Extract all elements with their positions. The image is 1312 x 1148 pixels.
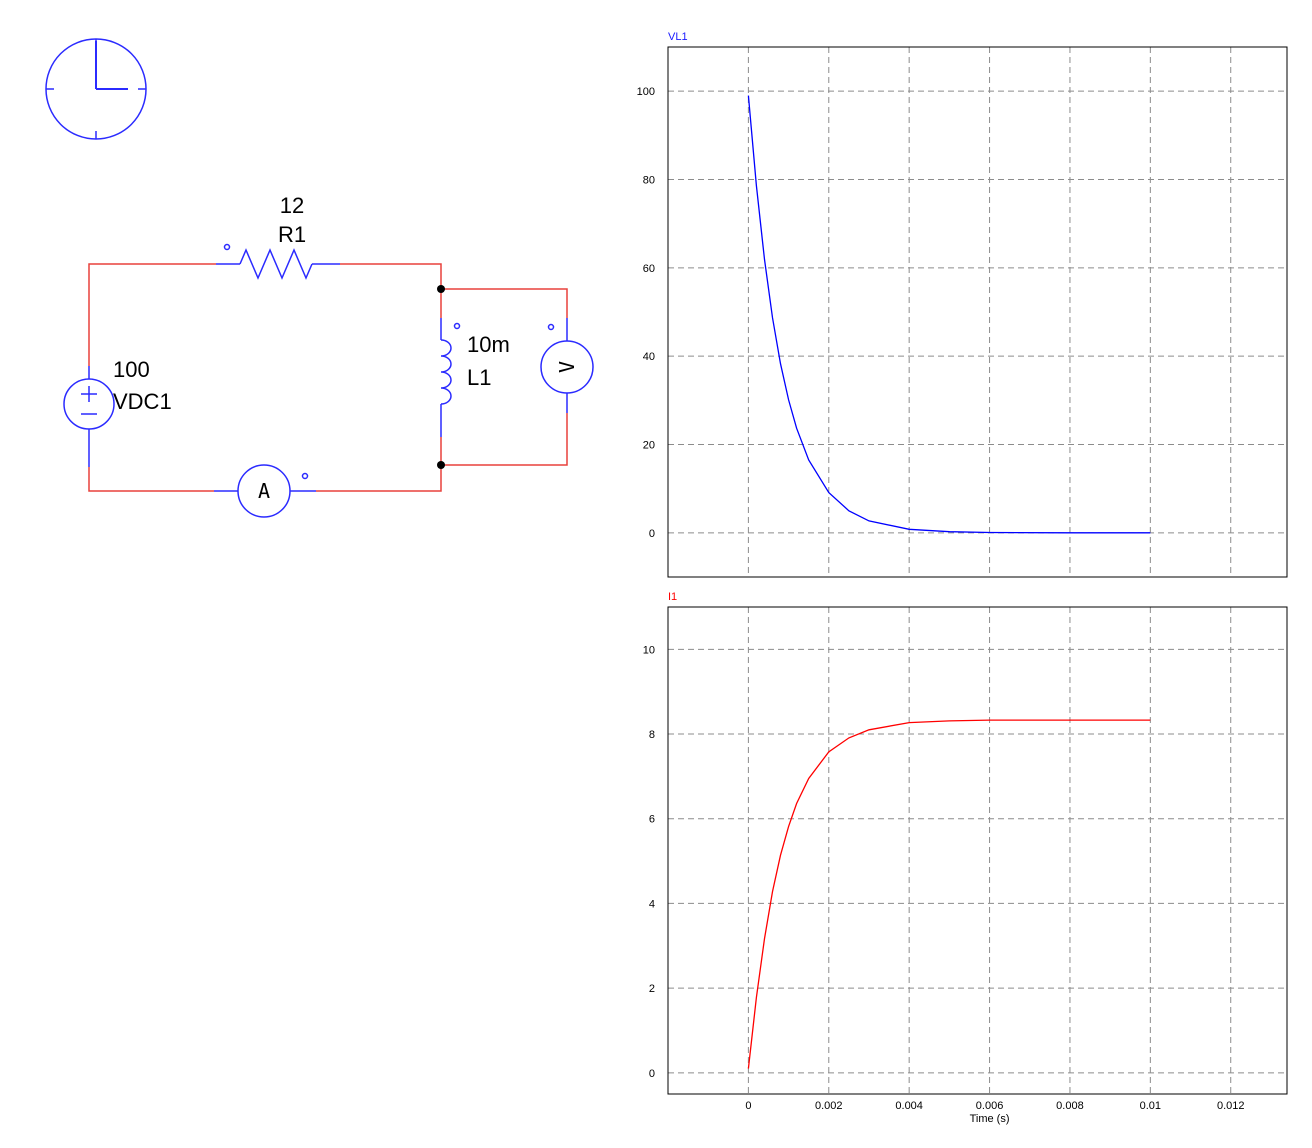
y-tick-label: 20 [643,440,655,452]
x-axis-label: Time (s) [970,1113,1010,1125]
source-name-label: VDC1 [113,389,172,414]
inductor-l1[interactable] [440,318,461,437]
dc-voltage-source[interactable] [63,366,115,467]
plot-vl1[interactable]: VL1 0 20 40 60 80 100 [637,31,1288,578]
y-tick-label: 100 [637,86,655,98]
y-tick-label: 10 [643,644,655,656]
circuit-wires[interactable] [88,263,568,492]
y-tick-label: 60 [643,263,655,275]
ammeter[interactable]: A [214,464,316,518]
y-tick-label: 6 [649,814,655,826]
inductor-name-label: L1 [467,365,491,390]
x-tick-label: 0.002 [815,1100,843,1112]
x-tick-label: 0.01 [1140,1100,1161,1112]
junction-node [437,285,445,293]
x-tick-label: 0.004 [895,1100,923,1112]
series-line-vl1[interactable] [747,95,1151,534]
y-tick-label: 40 [643,351,655,363]
resistor-value-label: 12 [280,193,304,218]
voltmeter-glyph: V [555,361,579,373]
resistor-name-label: R1 [278,222,306,247]
plot-title: VL1 [668,31,688,43]
y-tick-label: 8 [649,729,655,741]
y-tick-label: 0 [649,528,655,540]
ammeter-glyph: A [258,479,270,503]
y-tick-label: 4 [649,898,655,910]
clock-icon[interactable] [45,38,147,140]
plot-i1[interactable]: I1 0 2 4 6 8 10 0 0.002 0.004 0.006 0.008 0.01 0.012 T… [643,591,1288,1125]
voltmeter[interactable]: V [540,318,594,413]
x-tick-label: 0 [745,1100,751,1112]
plot-frame [667,46,1288,578]
source-value-label: 100 [113,357,150,382]
y-tick-label: 2 [649,983,655,995]
junction-node [437,461,445,469]
series-line-i1[interactable] [747,719,1151,1069]
plot-frame [667,606,1288,1095]
x-tick-label: 0.008 [1056,1100,1084,1112]
x-tick-label: 0.006 [976,1100,1004,1112]
plot-title: I1 [668,591,677,603]
y-tick-label: 0 [649,1068,655,1080]
resistor-r1[interactable] [216,243,340,280]
inductor-value-label: 10m [467,332,510,357]
x-tick-label: 0.012 [1217,1100,1245,1112]
y-tick-label: 80 [643,175,655,187]
